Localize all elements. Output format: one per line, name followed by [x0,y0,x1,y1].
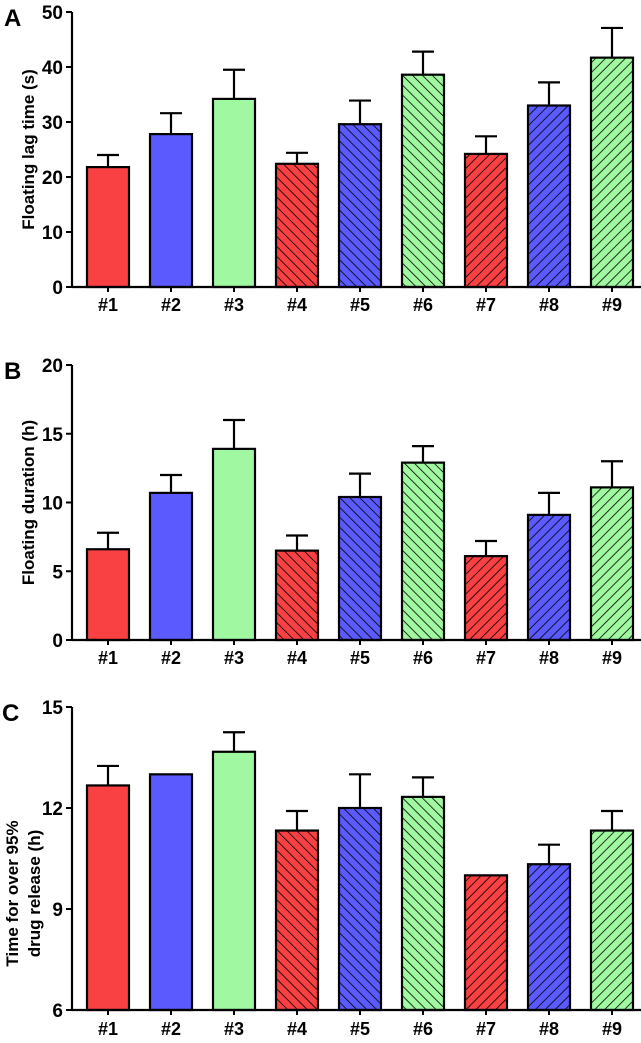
y-axis-label: Floating duration (h) [19,420,38,585]
y-tick-label: 40 [42,58,63,79]
y-tick-label: 0 [52,278,63,299]
bar-3 [213,751,255,1010]
bar-hatch [465,875,507,1010]
bar-hatch [276,830,318,1010]
bar-hatch [465,153,507,287]
x-tick-label: #2 [161,295,181,315]
bar-hatch [276,550,318,640]
panel-label: B [4,358,21,385]
y-tick-label: 10 [42,223,63,244]
x-tick-label: #5 [350,295,370,315]
bar-hatch [339,497,381,640]
x-tick-label: #9 [602,648,622,668]
x-tick-label: #9 [602,1019,622,1038]
x-tick-label: #5 [350,648,370,668]
y-tick-label: 15 [42,698,64,719]
x-tick-label: #1 [98,295,118,315]
y-axis-label: drug release (h) [25,830,44,958]
bar-2 [150,492,192,640]
x-tick-label: #3 [224,648,244,668]
bar-3 [213,98,255,288]
bar-hatch [528,864,570,1010]
y-tick-label: 20 [42,168,63,189]
bar-2 [150,774,192,1010]
x-tick-label: #1 [98,1019,118,1038]
bar-hatch [339,124,381,287]
bar-hatch [402,74,444,287]
bar-2 [150,134,192,287]
bar-hatch [591,57,633,288]
panel-c: C #1 #2 #3 #4 #5 #6 #7 #8 #9 6 9 12 15 Time for over 9… [2,698,641,1039]
y-tick-label: 12 [42,799,63,820]
x-tick-label: #6 [413,1019,433,1038]
x-tick-label: #6 [413,648,433,668]
x-tick-label: #9 [602,295,622,315]
bar-hatch [528,514,570,640]
bar-hatch [402,796,444,1010]
x-tick-label: #7 [476,648,496,668]
x-tick-label: #7 [476,295,496,315]
y-axis-label: Time for over 95% [3,820,22,966]
x-tick-label: #4 [287,648,307,668]
panel-label: C [2,700,19,727]
x-tick-label: #2 [161,648,181,668]
y-tick-label: 10 [42,494,63,515]
bar-3 [213,448,255,640]
x-tick-label: #6 [413,295,433,315]
bar-1 [87,785,129,1010]
x-tick-label: #2 [161,1019,181,1038]
x-tick-label: #8 [539,648,559,668]
x-tick-label: #7 [476,1019,496,1038]
bar-1 [87,167,129,287]
y-tick-label: 50 [42,3,63,24]
x-tick-label: #8 [539,1019,559,1038]
y-tick-label: 20 [42,356,63,377]
y-tick-label: 6 [52,1001,63,1022]
y-tick-label: 0 [52,631,63,652]
panel-label: A [4,5,21,32]
bar-1 [87,549,129,640]
bar-hatch [591,487,633,640]
x-tick-label: #4 [287,295,307,315]
x-tick-label: #3 [224,295,244,315]
y-tick-label: 30 [42,113,63,134]
panel-b: B #1 #2 #3 #4 #5 #6 #7 #8 #9 0 5 10 15 20 Floating dura… [4,356,641,668]
bar-hatch [339,808,381,1010]
x-tick-label: #4 [287,1019,307,1038]
x-tick-label: #3 [224,1019,244,1038]
y-axis-label: Floating lag time (s) [19,69,38,230]
y-tick-label: 15 [42,425,64,446]
y-tick-label: 9 [52,900,63,921]
x-tick-label: #5 [350,1019,370,1038]
x-tick-label: #1 [98,648,118,668]
x-tick-label: #8 [539,295,559,315]
bar-hatch [465,556,507,640]
bar-hatch [591,830,633,1010]
y-tick-label: 5 [52,562,63,583]
bar-hatch [402,462,444,640]
bar-hatch [528,105,570,287]
panel-a: A #1 #2 #3 #4 #5 #6 #7 #8 #9 0 10 20 30 40 50 Floating l… [4,3,641,315]
bar-hatch [276,163,318,287]
